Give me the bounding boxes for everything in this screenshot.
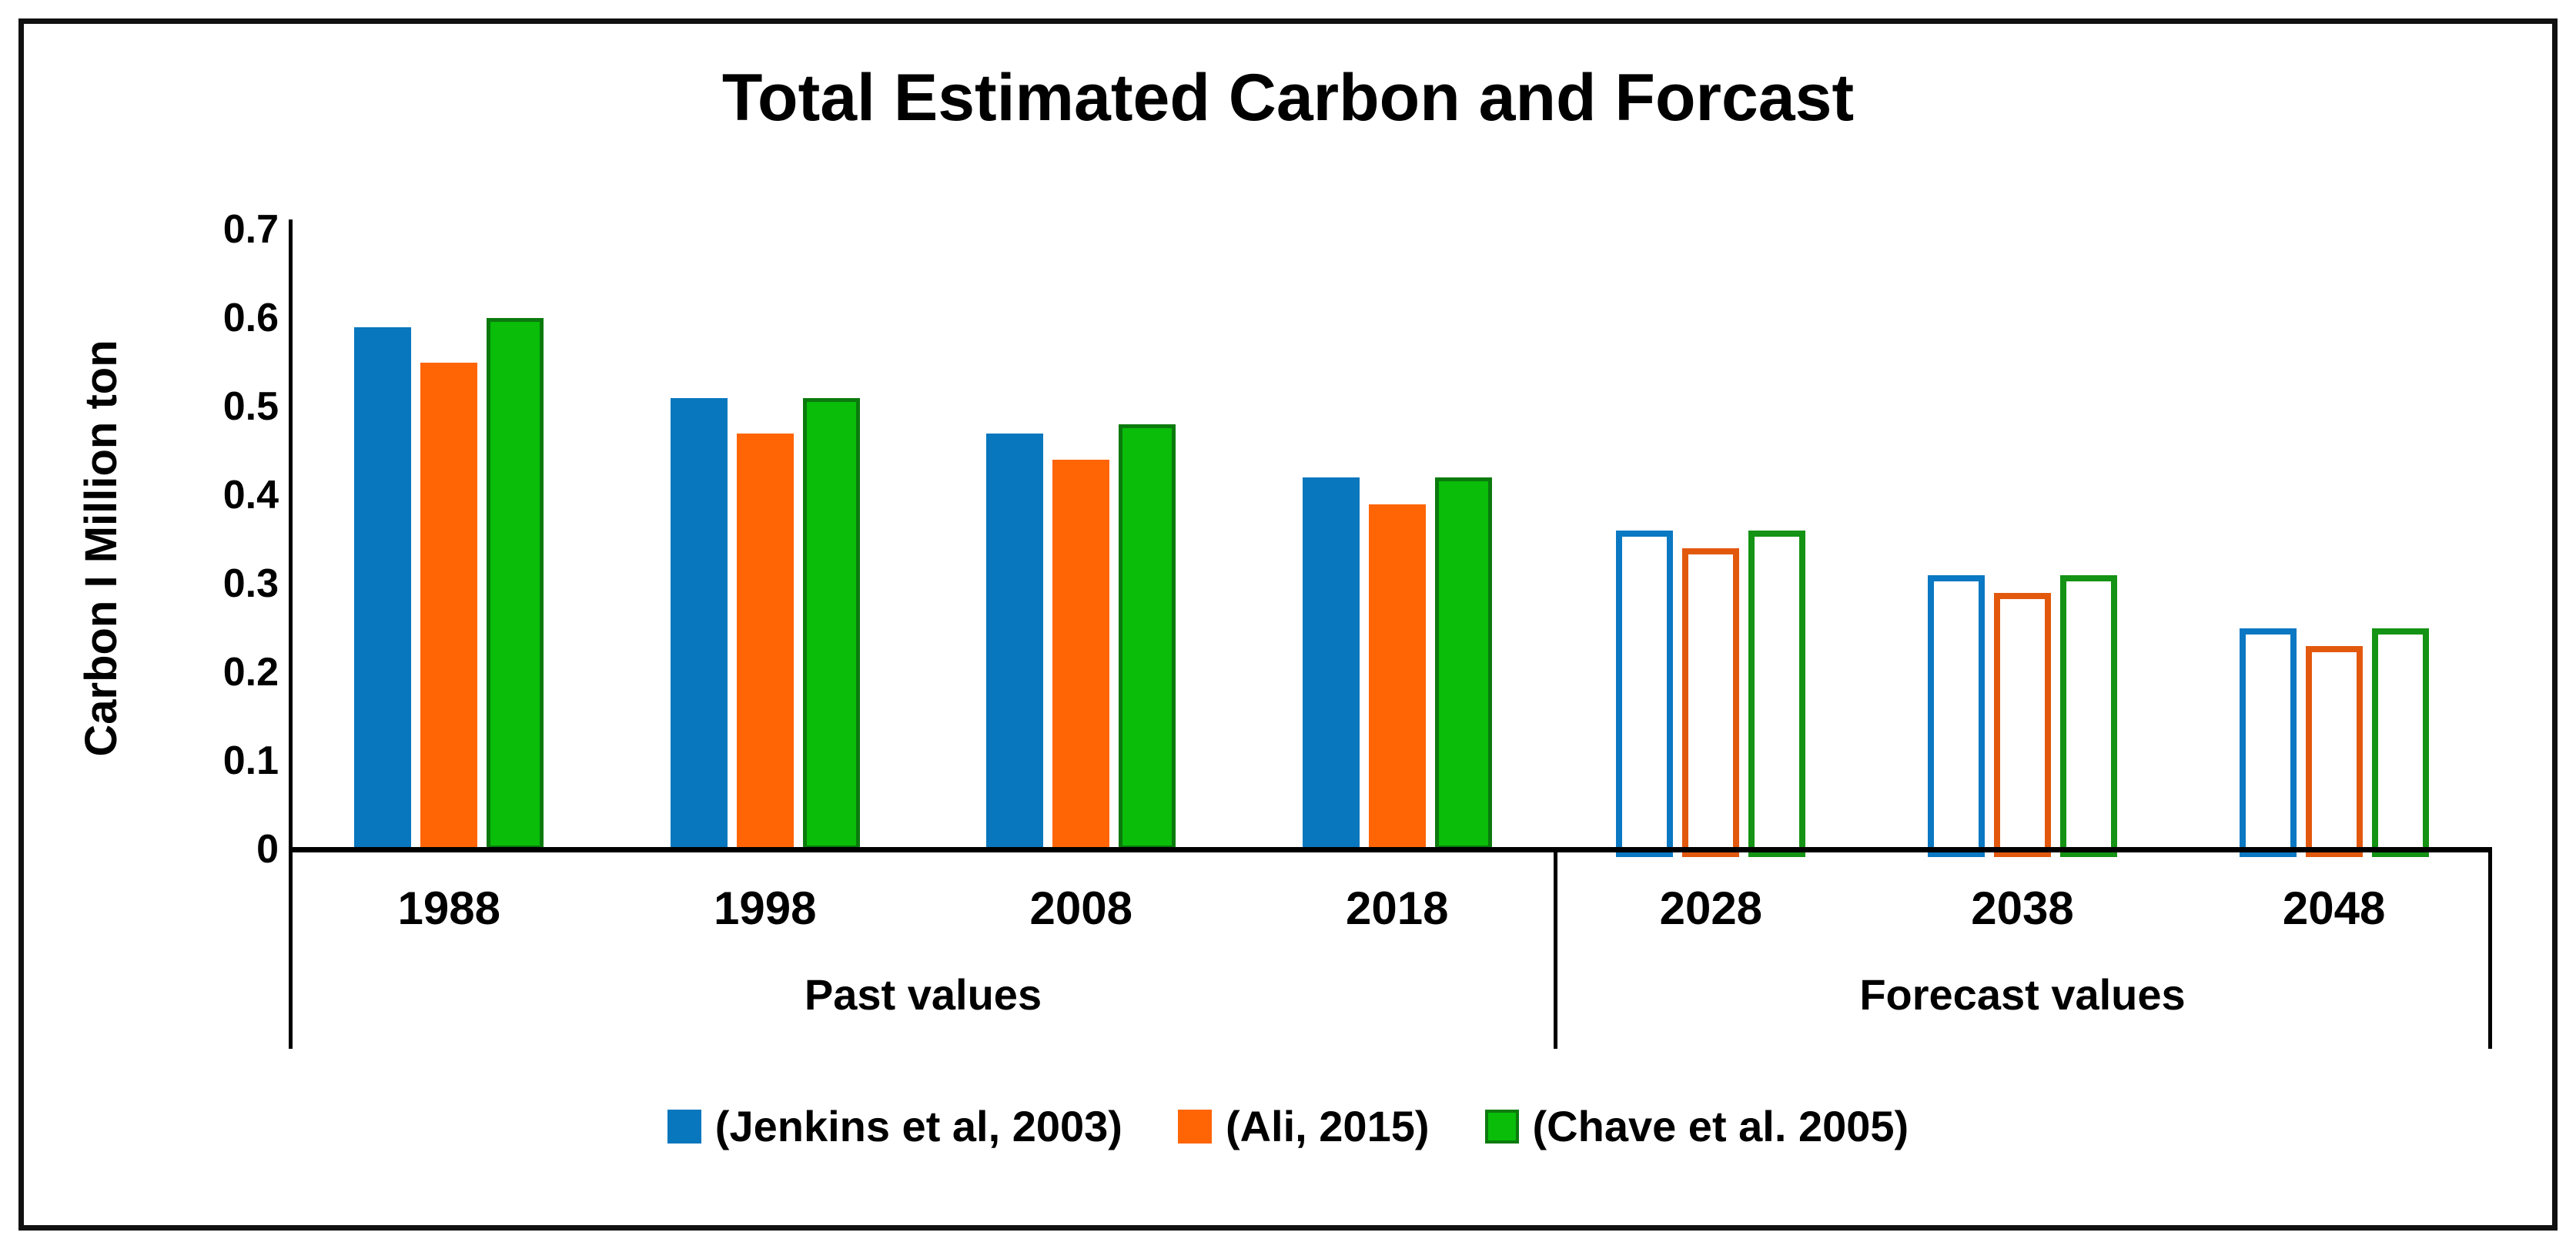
category-divider-line (1554, 847, 1557, 1049)
y-tick-label-0.1: 0.1 (222, 738, 279, 783)
legend-swatch-icon (667, 1110, 701, 1144)
forecast-bar-2038-series-3 (2060, 574, 2117, 857)
chart-legend: (Jenkins et al, 2003) (Ali, 2015) (Chave e… (0, 1092, 2576, 1161)
bar-1988-series-3 (487, 318, 544, 849)
x-category-label-2028: 2028 (1659, 882, 1763, 934)
forecast-bar-2048-series-3 (2371, 628, 2429, 857)
axis-right-end-line (2488, 847, 2492, 1049)
y-tick-label-0: 0 (256, 827, 279, 872)
forecast-values-group-label: Forecast values (1859, 970, 2186, 1019)
x-category-label-2008: 2008 (1029, 882, 1132, 934)
legend-label: (Ali, 2015) (1225, 1102, 1430, 1150)
forecast-bar-2048-series-1 (2239, 628, 2297, 857)
legend-item-3: (Chave et al. 2005) (1484, 1102, 1909, 1151)
bar-2018-series-2 (1368, 504, 1426, 849)
x-axis-baseline (289, 847, 2492, 852)
y-tick-label-0.7: 0.7 (222, 207, 279, 252)
y-tick-label-0.5: 0.5 (222, 384, 279, 429)
forecast-bar-2028-series-1 (1616, 531, 1674, 857)
x-category-label-2038: 2038 (1971, 882, 2074, 934)
past-values-group-label: Past values (804, 970, 1042, 1019)
y-tick-label-0.3: 0.3 (222, 561, 279, 606)
forecast-bar-2028-series-2 (1682, 548, 1740, 857)
y-axis-line (289, 219, 293, 1049)
forecast-bar-2028-series-3 (1748, 531, 1806, 857)
bar-1998-series-3 (802, 397, 860, 849)
forecast-bar-2038-series-2 (1994, 592, 2051, 857)
legend-item-1: (Jenkins et al, 2003) (667, 1102, 1122, 1151)
y-tick-label-0.6: 0.6 (222, 296, 279, 340)
bar-2008-series-3 (1119, 424, 1176, 849)
chart-title: Total Estimated Carbon and Forcast (721, 61, 1855, 135)
bar-2018-series-3 (1434, 477, 1492, 849)
legend-label: (Jenkins et al, 2003) (714, 1102, 1122, 1150)
x-category-label-2018: 2018 (1346, 882, 1449, 934)
forecast-bar-2038-series-1 (1928, 574, 1985, 857)
bar-2008-series-2 (1052, 460, 1110, 849)
bar-1998-series-2 (736, 433, 794, 849)
legend-label: (Chave et al. 2005) (1532, 1102, 1909, 1150)
bar-1988-series-2 (420, 362, 478, 849)
y-tick-label-0.4: 0.4 (222, 473, 279, 517)
x-category-label-1998: 1998 (714, 882, 817, 934)
y-tick-label-0.2: 0.2 (222, 650, 279, 695)
forecast-bar-2048-series-2 (2305, 645, 2363, 857)
legend-swatch-icon (1484, 1110, 1519, 1144)
x-category-label-2048: 2048 (2282, 882, 2386, 934)
bar-1998-series-1 (670, 397, 728, 849)
bar-2018-series-1 (1302, 477, 1360, 849)
legend-swatch-icon (1177, 1110, 1212, 1144)
bar-1988-series-1 (354, 326, 412, 849)
bar-2008-series-1 (986, 433, 1044, 849)
legend-item-2: (Ali, 2015) (1177, 1102, 1430, 1151)
x-category-label-1988: 1988 (397, 882, 500, 934)
